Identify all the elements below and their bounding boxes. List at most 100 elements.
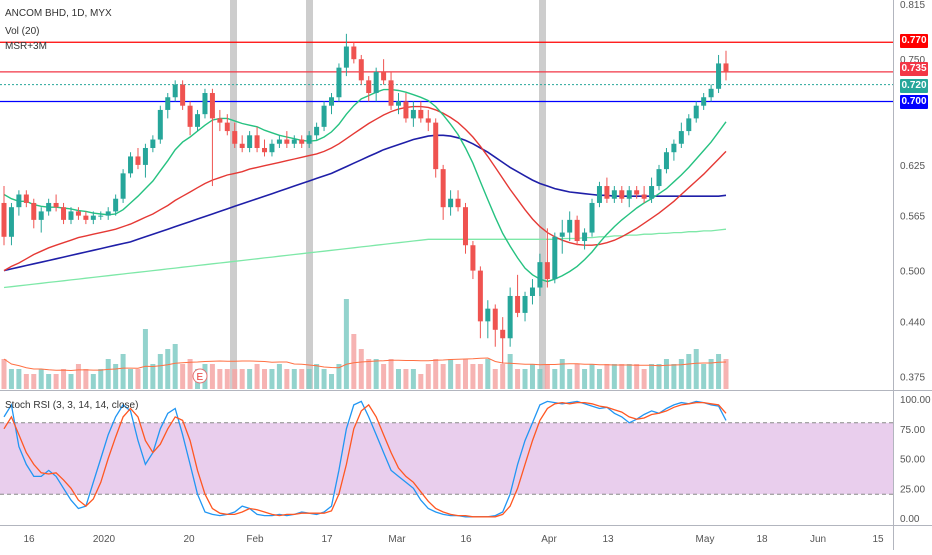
candle bbox=[708, 84, 714, 102]
stoch-tick-label: 50.00 bbox=[900, 455, 925, 466]
price-tag-0735: 0.735 bbox=[900, 62, 928, 76]
candle bbox=[626, 186, 632, 208]
volume-bar bbox=[455, 364, 461, 389]
volume-bar bbox=[671, 364, 677, 389]
volume-bar bbox=[23, 374, 29, 389]
candle-body bbox=[314, 126, 320, 136]
candle bbox=[701, 93, 707, 110]
session-highlight-0 bbox=[230, 0, 237, 389]
candle-body bbox=[165, 97, 171, 110]
candle bbox=[567, 211, 573, 242]
candle bbox=[537, 253, 543, 296]
candle-body bbox=[574, 219, 580, 242]
candle-body bbox=[209, 93, 215, 119]
candle-body bbox=[299, 139, 305, 144]
candle bbox=[358, 54, 364, 85]
candle-body bbox=[351, 46, 357, 60]
candle-body bbox=[425, 118, 431, 123]
candle-body bbox=[604, 186, 610, 199]
candle-body bbox=[433, 122, 439, 170]
candle-body bbox=[567, 219, 573, 233]
candle bbox=[150, 135, 156, 153]
stoch-tick-label: 75.00 bbox=[900, 425, 925, 436]
candle-body bbox=[120, 173, 126, 199]
candle bbox=[38, 207, 44, 233]
candle bbox=[716, 54, 722, 94]
candle-body bbox=[31, 202, 37, 220]
candle bbox=[373, 67, 379, 102]
candle-body bbox=[448, 198, 454, 208]
candle-body bbox=[522, 295, 528, 313]
ma-green-line bbox=[3, 88, 727, 283]
candle bbox=[291, 135, 297, 148]
volume-bar bbox=[262, 369, 268, 389]
volume-bar bbox=[663, 359, 669, 389]
candle-body bbox=[75, 211, 81, 216]
candle-body bbox=[388, 80, 394, 106]
volume-bar bbox=[448, 359, 454, 389]
candle-body bbox=[358, 59, 364, 81]
candle-body bbox=[202, 93, 208, 115]
candle bbox=[604, 177, 610, 203]
earnings-marker-circle bbox=[192, 368, 208, 384]
earnings-marker-label: E bbox=[197, 372, 204, 383]
volume-bar bbox=[522, 369, 528, 389]
volume-bar bbox=[209, 364, 215, 389]
volume-bar bbox=[626, 364, 632, 389]
volume-bar bbox=[269, 369, 275, 389]
candle bbox=[507, 287, 513, 347]
candle-body bbox=[239, 143, 245, 148]
candle-body bbox=[641, 194, 647, 199]
time-tick-label: 13 bbox=[602, 534, 614, 545]
volume-bar bbox=[537, 369, 543, 389]
candle bbox=[381, 59, 387, 85]
volume-bar bbox=[120, 354, 126, 389]
candle-body bbox=[1, 202, 7, 237]
candle bbox=[269, 139, 275, 157]
volume-bar bbox=[83, 369, 89, 389]
volume-bar bbox=[217, 369, 223, 389]
stoch-d-line bbox=[3, 401, 727, 518]
volume-bar bbox=[336, 364, 342, 389]
volume-bar bbox=[53, 374, 59, 389]
candle-body bbox=[381, 71, 387, 81]
time-tick-label: Mar bbox=[388, 534, 406, 545]
volume-bar bbox=[559, 359, 565, 389]
candle bbox=[589, 198, 595, 237]
candle bbox=[500, 317, 506, 364]
volume-bar bbox=[678, 359, 684, 389]
volume-bar bbox=[284, 369, 290, 389]
volume-bar bbox=[716, 354, 722, 389]
price-tick-label: 0.625 bbox=[900, 161, 925, 172]
volume-bar bbox=[515, 369, 521, 389]
volume-ma-line bbox=[3, 357, 727, 372]
volume-bar bbox=[611, 364, 617, 389]
volume-bar bbox=[634, 364, 640, 389]
candle-body bbox=[217, 118, 223, 123]
candle bbox=[284, 131, 290, 148]
candle bbox=[8, 202, 14, 246]
volume-bar bbox=[165, 349, 171, 389]
volume-bar bbox=[232, 369, 238, 389]
candle bbox=[61, 202, 67, 225]
volume-bar bbox=[470, 364, 476, 389]
candle-body bbox=[403, 101, 409, 119]
time-tick-label: 15 bbox=[872, 534, 884, 545]
candle bbox=[388, 71, 394, 110]
candle bbox=[128, 152, 134, 178]
volume-bar bbox=[276, 364, 282, 389]
volume-bar bbox=[701, 364, 707, 389]
volume-bar bbox=[477, 364, 483, 389]
candle-body bbox=[708, 88, 714, 98]
stoch-band bbox=[0, 422, 893, 495]
candle-body bbox=[410, 109, 416, 119]
price-tick-label: 0.815 bbox=[900, 0, 925, 11]
candle bbox=[195, 109, 201, 132]
candle-body bbox=[157, 109, 163, 140]
volume-bar bbox=[552, 369, 558, 389]
candle-body bbox=[500, 329, 506, 339]
volume-bar bbox=[544, 364, 550, 389]
time-tick-label: Jun bbox=[810, 534, 826, 545]
